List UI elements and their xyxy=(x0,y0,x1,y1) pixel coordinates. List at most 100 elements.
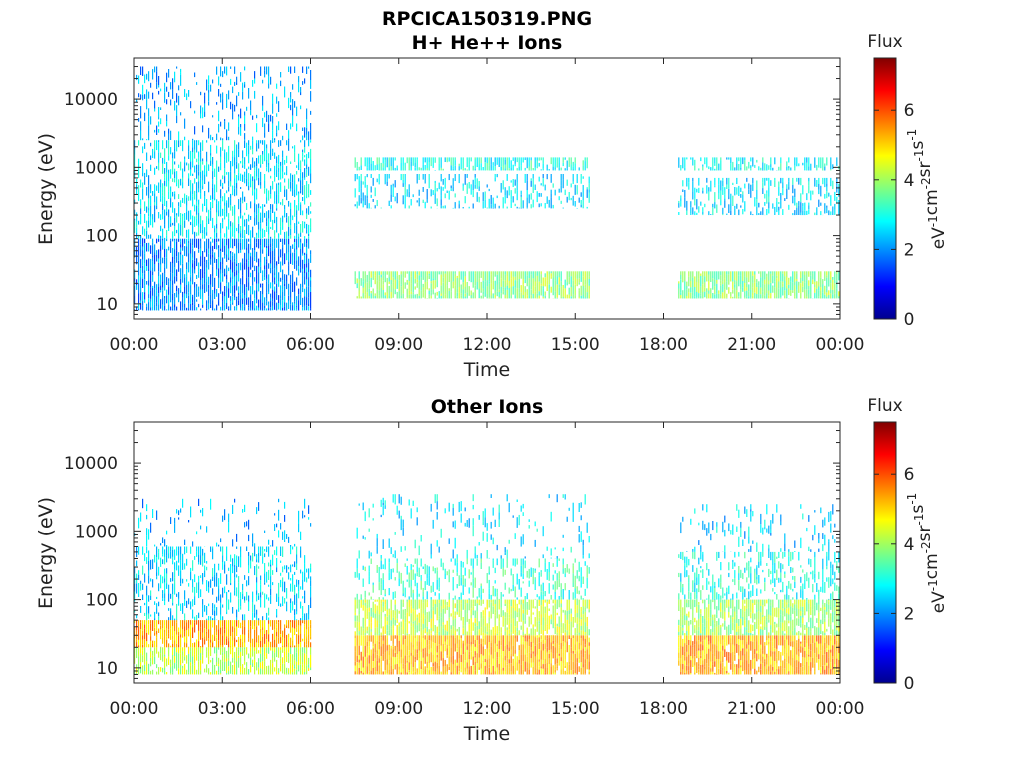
flux-cell xyxy=(552,271,554,278)
flux-cell xyxy=(736,177,738,184)
flux-cell xyxy=(186,546,188,553)
flux-cell xyxy=(154,202,156,206)
flux-cell xyxy=(412,271,414,282)
flux-cell xyxy=(826,292,828,297)
flux-cell xyxy=(688,271,690,277)
flux-cell xyxy=(396,168,398,171)
flux-cell xyxy=(152,238,154,243)
flux-cell xyxy=(296,669,298,675)
flux-cell xyxy=(434,292,436,299)
flux-cell xyxy=(216,170,218,181)
flux-cell xyxy=(278,121,280,131)
flux-cell xyxy=(182,225,184,237)
flux-cell xyxy=(252,176,254,181)
flux-cell xyxy=(200,646,202,648)
flux-cell xyxy=(838,296,840,299)
flux-cell xyxy=(196,299,198,302)
flux-cell xyxy=(264,308,266,311)
flux-cell xyxy=(530,178,532,181)
flux-cell xyxy=(838,271,840,281)
flux-cell xyxy=(168,128,170,134)
flux-cell xyxy=(192,248,194,258)
flux-cell xyxy=(354,665,356,672)
flux-cell xyxy=(222,238,224,242)
flux-cell xyxy=(184,590,186,600)
flux-cell xyxy=(246,168,248,179)
flux-cell xyxy=(250,633,252,643)
flux-cell xyxy=(422,292,424,298)
flux-cell xyxy=(176,546,178,556)
flux-cell xyxy=(206,664,208,673)
flux-cell xyxy=(296,620,298,628)
flux-cell xyxy=(276,170,278,177)
flux-cell xyxy=(580,204,582,208)
flux-cell xyxy=(250,647,252,652)
flux-cell xyxy=(228,637,230,642)
flux-cell xyxy=(146,206,148,213)
flux-cell xyxy=(366,282,368,293)
flux-cell xyxy=(532,174,534,179)
flux-cell xyxy=(170,186,172,191)
flux-cell xyxy=(212,238,214,243)
flux-cell xyxy=(278,172,280,181)
flux-cell xyxy=(400,274,402,285)
flux-cell xyxy=(834,279,836,284)
flux-cell xyxy=(214,664,216,674)
flux-cell xyxy=(140,622,142,630)
flux-cell xyxy=(154,184,156,194)
flux-cell xyxy=(562,162,564,167)
flux-cell xyxy=(424,282,426,290)
flux-cell xyxy=(400,295,402,299)
flux-cell xyxy=(550,193,552,198)
flux-cell xyxy=(564,279,566,289)
flux-cell xyxy=(280,661,282,664)
flux-cell xyxy=(204,628,206,637)
flux-cell xyxy=(712,157,714,168)
flux-cell xyxy=(262,627,264,631)
flux-cell xyxy=(234,104,236,112)
flux-cell xyxy=(158,238,160,242)
flux-cell xyxy=(174,304,176,308)
flux-cell xyxy=(504,168,506,171)
flux-cell xyxy=(176,140,178,148)
flux-cell xyxy=(242,664,244,670)
flux-cell xyxy=(310,662,312,668)
flux-cell xyxy=(450,165,452,171)
flux-cell xyxy=(384,157,386,160)
flux-cell xyxy=(258,283,260,292)
flux-cell xyxy=(208,181,210,193)
flux-cell xyxy=(246,250,248,259)
flux-cell xyxy=(146,641,148,648)
flux-cell xyxy=(496,174,498,178)
flux-cell xyxy=(354,271,356,277)
flux-cell xyxy=(170,611,172,621)
flux-cell xyxy=(266,167,268,172)
flux-cell xyxy=(176,620,178,623)
flux-cell xyxy=(278,281,280,287)
flux-cell xyxy=(176,593,178,597)
flux-cell xyxy=(460,157,462,166)
flux-cell xyxy=(570,271,572,277)
flux-cell xyxy=(240,161,242,164)
flux-cell xyxy=(156,603,158,609)
flux-cell xyxy=(304,653,306,664)
flux-cell xyxy=(252,659,254,664)
flux-cell xyxy=(150,189,152,194)
flux-cell xyxy=(768,284,770,291)
flux-cell xyxy=(226,245,228,255)
flux-cell xyxy=(290,225,292,229)
flux-cell xyxy=(264,70,266,75)
flux-cell xyxy=(302,253,304,256)
flux-cell xyxy=(192,165,194,168)
flux-cell xyxy=(200,178,202,189)
flux-cell xyxy=(152,257,154,262)
flux-cell xyxy=(516,288,518,299)
flux-cell xyxy=(148,216,150,221)
flux-cell xyxy=(144,112,146,122)
flux-cell xyxy=(292,146,294,149)
flux-cell xyxy=(168,294,170,305)
flux-cell xyxy=(388,295,390,299)
flux-cell xyxy=(278,673,280,675)
flux-cell xyxy=(522,284,524,295)
flux-cell xyxy=(462,289,464,299)
